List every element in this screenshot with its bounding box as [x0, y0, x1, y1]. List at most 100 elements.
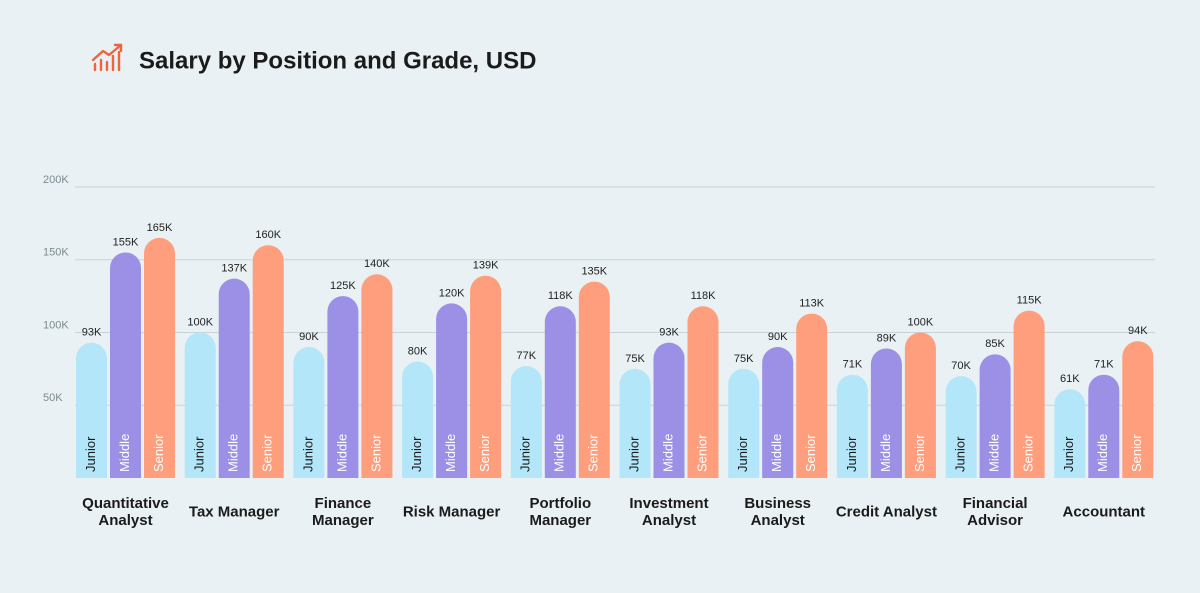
bar	[510, 365, 542, 478]
bar	[144, 237, 175, 478]
bar	[218, 278, 250, 478]
bar	[979, 354, 1011, 478]
value-label: 115K	[1017, 295, 1043, 307]
series-label: Senior	[1129, 434, 1144, 472]
x-tick-label: Finance Manager	[312, 495, 374, 529]
series-label: Senior	[586, 434, 601, 472]
series-label: Senior	[803, 434, 818, 472]
bar	[836, 374, 868, 478]
value-label: 165K	[147, 222, 173, 234]
value-label: 140K	[364, 258, 390, 270]
value-label: 71K	[843, 359, 863, 371]
series-label: Junior	[83, 436, 98, 472]
x-tick-label: Investment Analyst	[629, 495, 709, 529]
value-label: 120K	[439, 287, 465, 299]
value-label: 61K	[1060, 373, 1080, 385]
bar	[904, 332, 936, 478]
value-label: 125K	[330, 280, 356, 292]
y-tick-label: 50K	[43, 392, 63, 404]
bar	[1088, 374, 1120, 478]
series-label: Middle	[552, 434, 567, 472]
y-tick-label: 200K	[43, 174, 69, 186]
bar	[184, 332, 216, 478]
series-label: Junior	[518, 436, 533, 472]
series-label: Middle	[117, 434, 132, 472]
series-label: Middle	[443, 434, 458, 472]
x-tick-label: Portfolio Manager	[529, 495, 592, 529]
series-label: Middle	[334, 434, 349, 472]
bar	[762, 347, 794, 478]
value-label: 71K	[1094, 359, 1114, 371]
series-label: Junior	[409, 436, 424, 472]
x-tick-label: Financial Advisor	[962, 495, 1028, 529]
value-label: 93K	[82, 327, 102, 339]
series-label: Junior	[1061, 436, 1076, 472]
value-label: 70K	[951, 360, 971, 372]
chart-title: Salary by Position and Grade, USD	[139, 47, 536, 74]
value-label: 89K	[877, 332, 897, 344]
x-tick-label: Tax Manager	[188, 503, 280, 521]
bar	[470, 275, 502, 478]
series-label: Senior	[368, 434, 383, 472]
series-label: Senior	[694, 434, 709, 472]
bar	[1122, 341, 1154, 478]
series-label: Junior	[192, 436, 207, 472]
title-icon	[91, 43, 123, 72]
value-label: 90K	[768, 331, 788, 343]
value-label: 100K	[187, 316, 213, 328]
series-label: Middle	[769, 434, 784, 472]
value-label: 139K	[473, 260, 499, 272]
series-label: Junior	[735, 436, 750, 472]
series-label: Senior	[1021, 434, 1036, 472]
value-label: 80K	[408, 346, 428, 358]
bar	[653, 342, 685, 478]
value-label: 75K	[734, 353, 754, 365]
value-label: 113K	[799, 297, 825, 309]
value-label: 118K	[691, 290, 717, 302]
x-tick-label: Credit Analyst	[835, 503, 937, 521]
series-label: Junior	[300, 436, 315, 472]
value-label: 75K	[625, 353, 645, 365]
bar	[578, 281, 610, 478]
series-label: Middle	[987, 434, 1002, 472]
value-label: 77K	[517, 350, 537, 362]
series-label: Middle	[878, 434, 893, 472]
x-tick-label: Risk Manager	[402, 503, 501, 521]
series-label: Senior	[151, 434, 166, 472]
bar	[252, 245, 284, 478]
y-tick-label: 150K	[43, 247, 69, 259]
value-label: 93K	[659, 327, 679, 339]
bar	[1054, 389, 1086, 478]
series-label: Senior	[912, 434, 927, 472]
value-label: 85K	[985, 338, 1005, 350]
bar	[76, 342, 107, 478]
value-label: 135K	[581, 265, 607, 277]
bar	[293, 347, 325, 478]
bar	[436, 303, 468, 478]
bar	[945, 376, 977, 478]
x-tick-label: Accountant	[1062, 503, 1146, 521]
value-label: 100K	[908, 316, 934, 328]
bar	[619, 368, 651, 478]
series-label: Senior	[260, 434, 275, 472]
value-label: 137K	[221, 263, 247, 275]
bar	[110, 252, 141, 478]
value-label: 90K	[299, 331, 319, 343]
series-label: Junior	[844, 436, 859, 472]
bar	[687, 306, 719, 478]
series-label: Middle	[1095, 434, 1110, 472]
bar	[1013, 310, 1045, 478]
value-label: 155K	[113, 236, 139, 248]
bar	[796, 313, 828, 478]
series-label: Senior	[477, 434, 492, 472]
x-tick-label: Quantitative Analyst	[82, 495, 169, 529]
bar	[728, 368, 760, 478]
bar	[544, 306, 576, 478]
bar	[402, 361, 434, 478]
series-label: Junior	[626, 436, 641, 472]
bar	[327, 296, 359, 478]
bar	[870, 348, 902, 478]
series-label: Middle	[660, 434, 675, 472]
